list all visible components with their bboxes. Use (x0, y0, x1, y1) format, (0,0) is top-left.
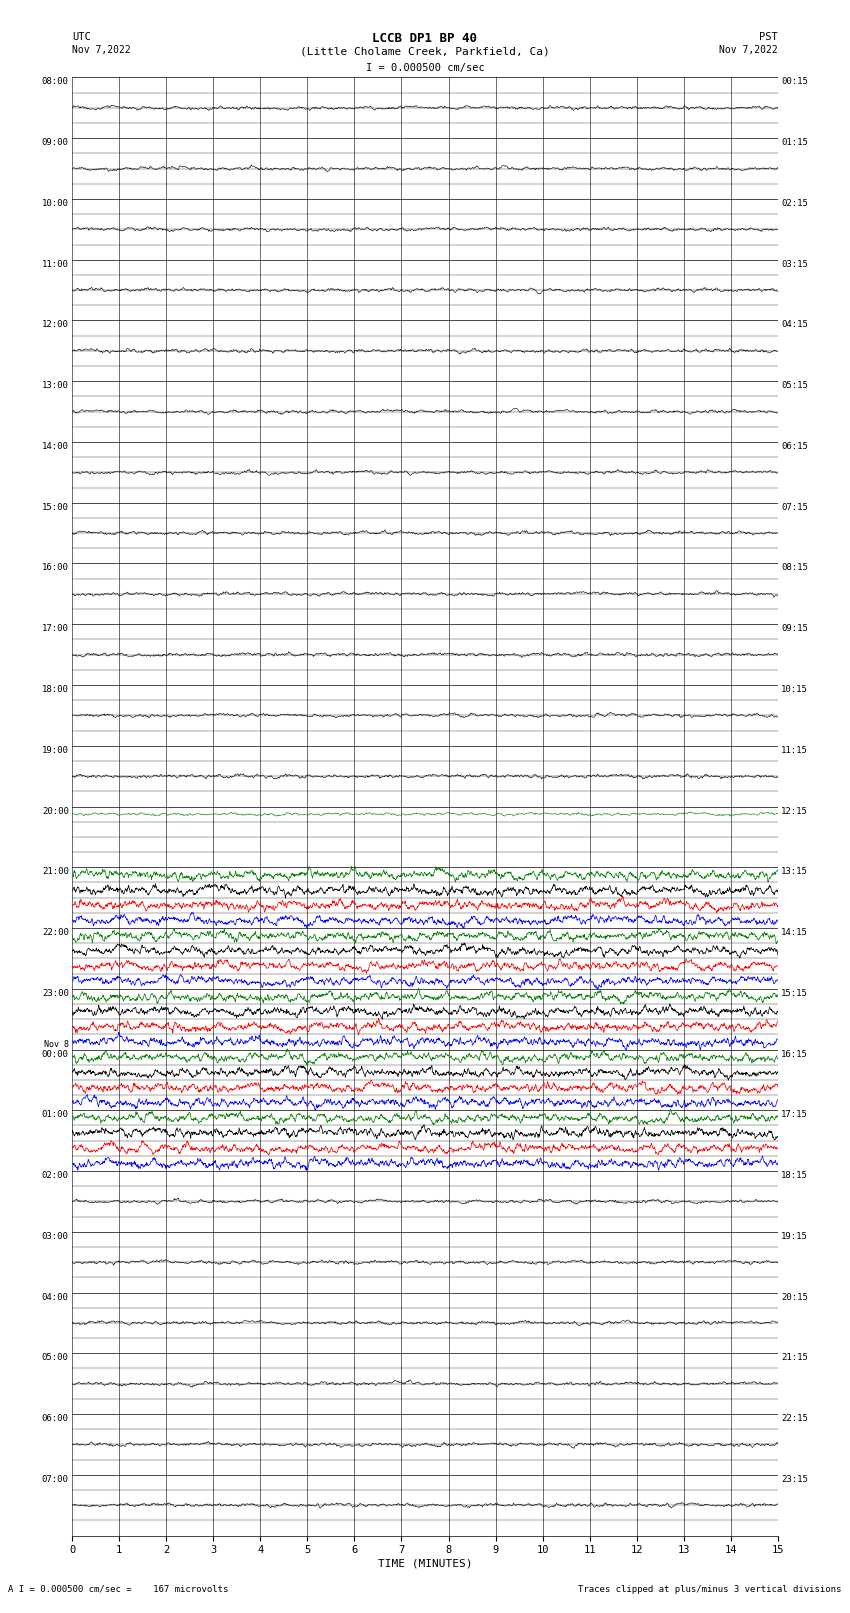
Text: 19:00: 19:00 (42, 745, 69, 755)
Text: 11:15: 11:15 (781, 745, 808, 755)
Text: 20:00: 20:00 (42, 806, 69, 816)
Text: UTC: UTC (72, 32, 91, 42)
Text: 05:00: 05:00 (42, 1353, 69, 1363)
Text: 18:00: 18:00 (42, 686, 69, 694)
Text: 14:00: 14:00 (42, 442, 69, 452)
Text: 21:00: 21:00 (42, 868, 69, 876)
Text: 08:15: 08:15 (781, 563, 808, 573)
Text: 02:00: 02:00 (42, 1171, 69, 1181)
Text: Nov 8: Nov 8 (43, 1040, 69, 1048)
Text: I = 0.000500 cm/sec: I = 0.000500 cm/sec (366, 63, 484, 73)
Text: 22:00: 22:00 (42, 927, 69, 937)
Text: Traces clipped at plus/minus 3 vertical divisions: Traces clipped at plus/minus 3 vertical … (578, 1584, 842, 1594)
Text: 13:15: 13:15 (781, 868, 808, 876)
Text: 20:15: 20:15 (781, 1292, 808, 1302)
Text: 00:00: 00:00 (42, 1050, 69, 1058)
Text: 10:15: 10:15 (781, 686, 808, 694)
Text: 11:00: 11:00 (42, 260, 69, 269)
Text: 15:00: 15:00 (42, 503, 69, 511)
Text: 07:15: 07:15 (781, 503, 808, 511)
Text: 13:00: 13:00 (42, 381, 69, 390)
Text: A I = 0.000500 cm/sec =    167 microvolts: A I = 0.000500 cm/sec = 167 microvolts (8, 1584, 229, 1594)
Text: 19:15: 19:15 (781, 1232, 808, 1240)
Text: 16:00: 16:00 (42, 563, 69, 573)
Text: 03:00: 03:00 (42, 1232, 69, 1240)
Text: 06:00: 06:00 (42, 1415, 69, 1423)
Text: 07:00: 07:00 (42, 1474, 69, 1484)
Text: 09:15: 09:15 (781, 624, 808, 634)
Text: 10:00: 10:00 (42, 198, 69, 208)
Text: 12:00: 12:00 (42, 321, 69, 329)
Text: (Little Cholame Creek, Parkfield, Ca): (Little Cholame Creek, Parkfield, Ca) (300, 47, 550, 56)
Text: 04:15: 04:15 (781, 321, 808, 329)
Text: 04:00: 04:00 (42, 1292, 69, 1302)
Text: LCCB DP1 BP 40: LCCB DP1 BP 40 (372, 32, 478, 45)
Text: 15:15: 15:15 (781, 989, 808, 998)
Text: 01:15: 01:15 (781, 139, 808, 147)
Text: 02:15: 02:15 (781, 198, 808, 208)
Text: Nov 7,2022: Nov 7,2022 (72, 45, 131, 55)
Text: 14:15: 14:15 (781, 927, 808, 937)
Text: 05:15: 05:15 (781, 381, 808, 390)
Text: 03:15: 03:15 (781, 260, 808, 269)
Text: 18:15: 18:15 (781, 1171, 808, 1181)
Text: 06:15: 06:15 (781, 442, 808, 452)
Text: 08:00: 08:00 (42, 77, 69, 87)
Text: 01:00: 01:00 (42, 1110, 69, 1119)
Text: 17:00: 17:00 (42, 624, 69, 634)
Text: 09:00: 09:00 (42, 139, 69, 147)
Text: 23:15: 23:15 (781, 1474, 808, 1484)
Text: 23:00: 23:00 (42, 989, 69, 998)
Text: 12:15: 12:15 (781, 806, 808, 816)
Text: PST: PST (759, 32, 778, 42)
Text: 21:15: 21:15 (781, 1353, 808, 1363)
Text: 22:15: 22:15 (781, 1415, 808, 1423)
Text: 16:15: 16:15 (781, 1050, 808, 1058)
Text: 00:15: 00:15 (781, 77, 808, 87)
Text: 17:15: 17:15 (781, 1110, 808, 1119)
Text: Nov 7,2022: Nov 7,2022 (719, 45, 778, 55)
X-axis label: TIME (MINUTES): TIME (MINUTES) (377, 1558, 473, 1568)
